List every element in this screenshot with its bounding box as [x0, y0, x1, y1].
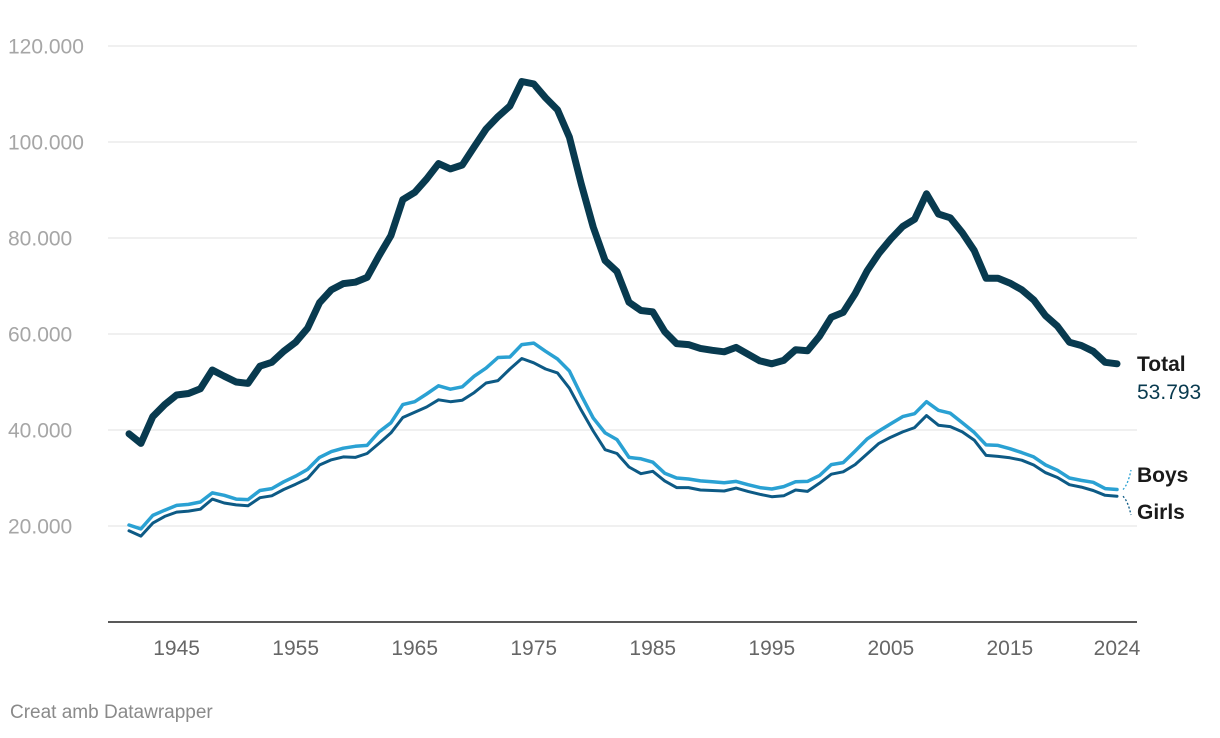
y-axis-labels: 20.000 40.000 60.000 80.000 100.000 120.000: [8, 36, 84, 539]
series-lines: [125, 78, 1121, 538]
series-label-total: Total: [1137, 353, 1186, 376]
series-line-girls: [127, 357, 1119, 538]
x-tick-label-1945: 1945: [153, 637, 200, 660]
x-tick-label-2005: 2005: [867, 637, 914, 660]
series-end-labels: Total 53.793 Boys Girls: [1122, 353, 1201, 524]
connector-girls: [1122, 495, 1132, 516]
series-line-total: [125, 78, 1121, 447]
x-tick-label-1965: 1965: [391, 637, 438, 660]
series-label-girls: Girls: [1137, 501, 1185, 524]
connector-boys: [1122, 469, 1132, 490]
x-tick-label-1975: 1975: [510, 637, 557, 660]
chart-credit: Creat amb Datawrapper: [10, 702, 213, 723]
y-tick-label-60000: 60.000: [8, 324, 72, 347]
series-value-total: 53.793: [1137, 381, 1201, 404]
y-tick-label-40000: 40.000: [8, 420, 72, 443]
x-tick-label-2015: 2015: [987, 637, 1034, 660]
series-line-boys: [127, 341, 1119, 531]
x-tick-label-2024: 2024: [1094, 637, 1141, 660]
y-tick-label-20000: 20.000: [8, 516, 72, 539]
series-label-boys: Boys: [1137, 464, 1188, 487]
x-axis-labels: 1945 1955 1965 1975 1985 1995 2005 2015 2024: [153, 637, 1140, 660]
y-tick-label-100000: 100.000: [8, 132, 84, 155]
x-tick-label-1955: 1955: [272, 637, 319, 660]
y-tick-label-120000: 120.000: [8, 36, 84, 59]
y-tick-label-80000: 80.000: [8, 228, 72, 251]
x-tick-label-1995: 1995: [748, 637, 795, 660]
gridlines: [108, 45, 1137, 527]
x-tick-label-1985: 1985: [629, 637, 676, 660]
